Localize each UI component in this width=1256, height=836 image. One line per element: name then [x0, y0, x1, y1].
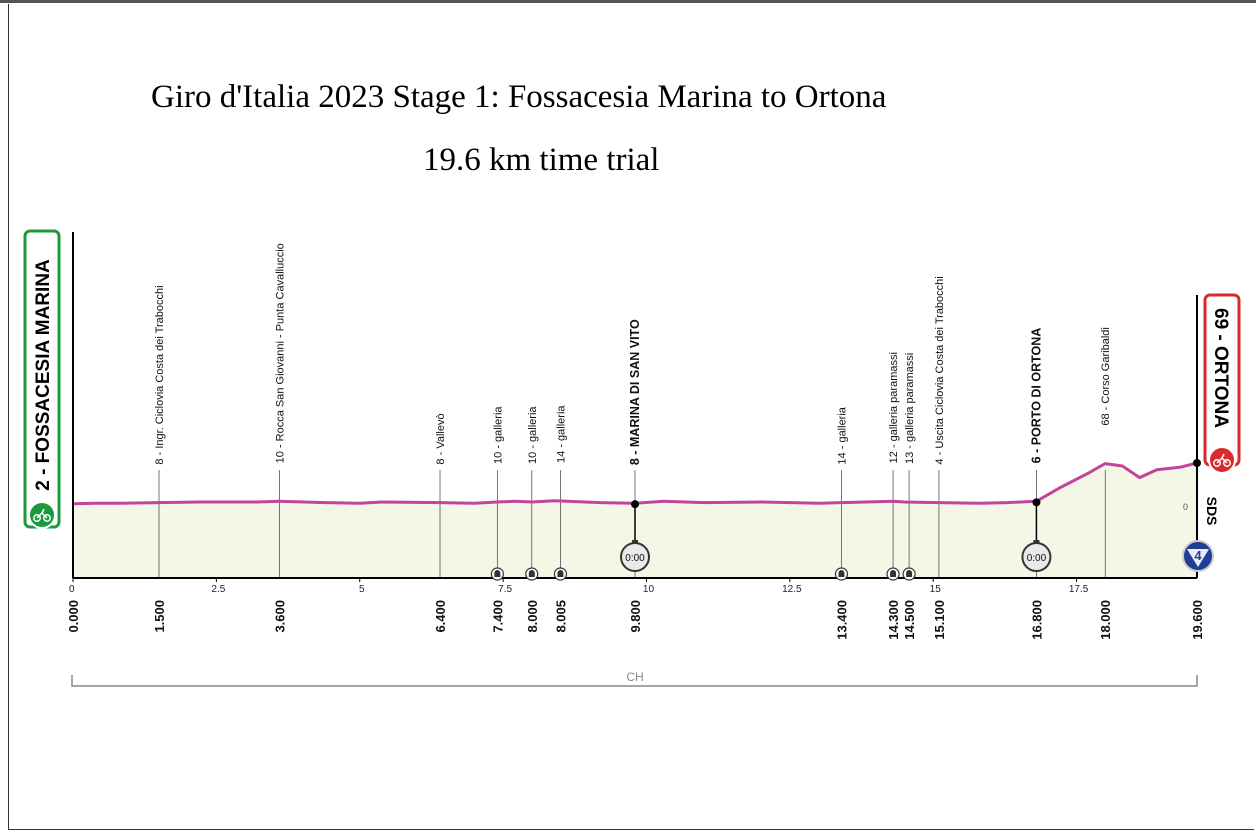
- km-label: 15.100: [932, 600, 947, 640]
- km-label: 9.800: [628, 600, 643, 633]
- tunnel-icon-arch: [906, 570, 913, 577]
- tunnel-icon: [490, 567, 504, 581]
- page-frame: [8, 4, 1254, 830]
- waypoint-label: 10 - Rocca San Giovanni - Punta Cavalluc…: [274, 243, 286, 463]
- tunnel-icon-arch: [890, 570, 897, 577]
- tunnel-icon-arch: [838, 570, 845, 577]
- stopwatch-text: 0:00: [1027, 553, 1047, 564]
- x-tick-label: 5: [359, 584, 365, 595]
- waypoint-label: 10 - galleria: [492, 406, 504, 464]
- x-tick-label: 17.5: [1069, 584, 1089, 595]
- waypoint-label: 8 - MARINA DI SAN VITO: [628, 319, 642, 465]
- cyclist-icon: [1208, 446, 1236, 474]
- chart-title: Giro d'Italia 2023 Stage 1: Fossacesia M…: [151, 79, 887, 115]
- start-badge-label: 2 - FOSSACESIA MARINA: [33, 259, 54, 491]
- cyclist-icon-frame: [1216, 453, 1228, 464]
- waypoint-label: 14 - galleria: [555, 405, 567, 463]
- waypoint-icons: 0:00 0:00 2 - FOSSACESIA MARINA 69 - ORTONA: [23, 229, 1241, 581]
- waypoint-label: 10 - galleria: [527, 406, 539, 464]
- top-border: [0, 0, 1256, 3]
- km-labels: 0.000 1.500 3.600 6.400 7.400 8.000 8.005 9.800…: [66, 600, 1205, 640]
- profile-line-group: [72, 461, 1198, 506]
- chart-subtitle: 19.6 km time trial: [423, 142, 660, 178]
- finish-badge-label: 69 - ORTONA: [1210, 308, 1231, 428]
- stopwatch-face: [620, 542, 650, 572]
- waypoint-guides: [158, 470, 1106, 578]
- tunnel-icon: [553, 567, 568, 581]
- finish-dot: [1193, 459, 1201, 467]
- waypoint-label: 12 - galleria paramassi: [888, 352, 900, 463]
- waypoint-label: 8 - Ingr. Ciclovia Costa dei Trabocchi: [154, 285, 166, 464]
- tunnel-icon: [886, 567, 900, 581]
- tunnel-icon: [902, 567, 916, 581]
- waypoint-label: 6 - PORTO DI ORTONA: [1029, 328, 1043, 464]
- waypoint-label: 4 - Uscita Ciclovia Costa dei Trabocchi: [934, 276, 946, 464]
- stopwatch-icon: 0:00: [620, 540, 650, 572]
- cyclist-icon-wheel: [43, 514, 51, 522]
- region-bracket: [71, 675, 1198, 687]
- category-badge: 4: [1182, 540, 1214, 572]
- tunnel-icon-arch: [528, 570, 535, 577]
- waypoint-label: 8 - Vallevò: [435, 413, 447, 464]
- cyclist-icon-wheel: [1223, 459, 1231, 467]
- sds-logo: SDS: [1204, 497, 1220, 526]
- x-tick-label: 7.5: [498, 584, 512, 595]
- category-badge-triangle: [1187, 549, 1209, 567]
- km-label: 7.400: [490, 600, 505, 633]
- waypoint-label: 14 - galleria: [836, 406, 848, 464]
- tunnel-icon: [525, 567, 539, 581]
- stopwatch-icon: 0:00: [1021, 540, 1052, 572]
- x-tick-label: 10: [643, 584, 655, 595]
- tunnel-icon-arch: [557, 570, 564, 577]
- profile-line: [72, 461, 1198, 506]
- cyclist-icon-frame: [36, 508, 48, 519]
- category-badge-number: 4: [1194, 548, 1202, 563]
- km-label: 1.500: [152, 600, 167, 633]
- stopwatch-text: 0:00: [625, 553, 645, 564]
- km-label: 6.400: [433, 600, 448, 633]
- chart-annotations: SDS 0 4 CH: [71, 497, 1220, 687]
- waypoint-label: 13 - galleria paramassi: [904, 353, 916, 464]
- tunnel-icon: [834, 567, 849, 581]
- finish-badge: 69 - ORTONA: [1203, 293, 1241, 474]
- cyclist-icon-wheel: [1213, 459, 1221, 467]
- region-label: CH: [626, 670, 643, 684]
- cyclist-icon-bg: [1208, 446, 1236, 474]
- km-label: 0.000: [66, 600, 81, 633]
- km-label: 3.600: [272, 600, 287, 633]
- x-tick-label: 0: [69, 584, 75, 595]
- stopwatch-face: [1021, 542, 1052, 572]
- x-axis: 0 2.5 5 7.5 10 12.5 15 17.5: [69, 232, 1198, 595]
- cyclist-icon: [28, 501, 56, 529]
- x-tick-label: 15: [930, 584, 942, 595]
- km-label: 19.600: [1190, 600, 1205, 640]
- tunnel-icon-arch: [494, 570, 501, 577]
- km-label: 14.300: [886, 600, 901, 640]
- waypoint-label: 68 - Corso Garibaldi: [1100, 327, 1112, 425]
- km-label: 18.000: [1098, 600, 1113, 640]
- cyclist-icon-bg: [28, 501, 56, 529]
- x-tick-label: 12.5: [782, 584, 802, 595]
- km-label: 16.800: [1029, 600, 1044, 640]
- km-label: 13.400: [834, 600, 849, 640]
- start-badge: 2 - FOSSACESIA MARINA: [23, 229, 61, 529]
- km-label: 14.500: [902, 600, 917, 640]
- km-label: 8.000: [525, 600, 540, 633]
- waypoint-labels: 8 - Ingr. Ciclovia Costa dei Trabocchi 10…: [154, 243, 1112, 465]
- elevation-zero-label: 0: [1183, 502, 1188, 512]
- km-label: 8.005: [553, 600, 568, 633]
- x-tick-label: 2.5: [211, 584, 225, 595]
- cyclist-icon-wheel: [33, 514, 41, 522]
